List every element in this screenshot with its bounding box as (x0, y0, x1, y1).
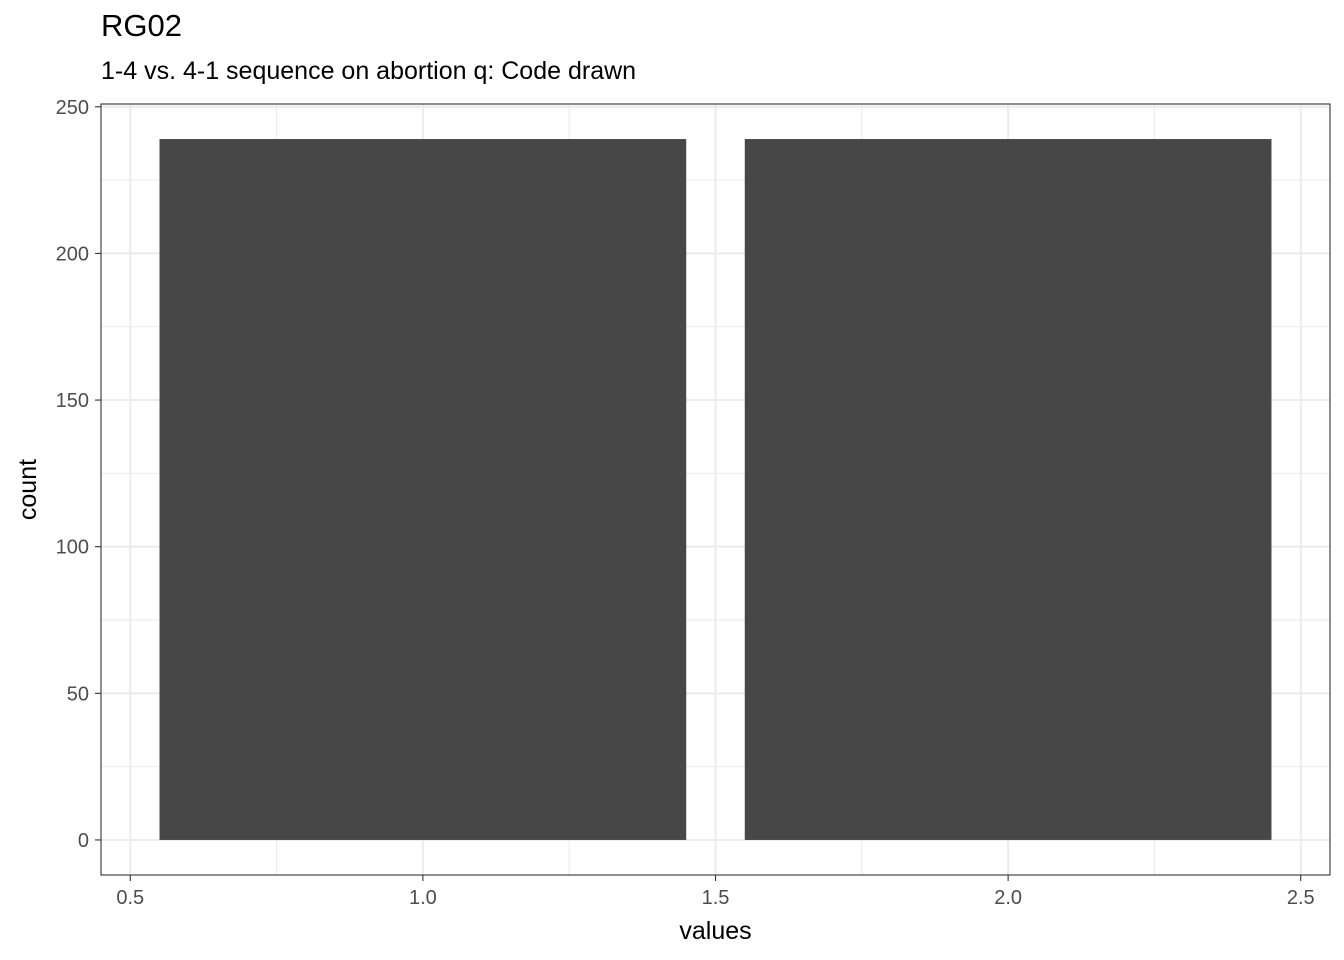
y-tick-label: 200 (56, 243, 89, 265)
y-tick-label: 0 (78, 830, 89, 852)
bar (744, 139, 1272, 840)
chart-subtitle: 1-4 vs. 4-1 sequence on abortion q: Code… (101, 57, 637, 85)
bars (159, 139, 1272, 840)
x-tick-label: 1.0 (409, 887, 437, 909)
x-axis-title: values (679, 917, 751, 945)
x-tick-label: 0.5 (116, 887, 144, 909)
bar (159, 139, 687, 840)
y-tick-label: 50 (67, 683, 89, 705)
y-tick-label: 150 (56, 390, 89, 412)
x-tick-label: 2.5 (1287, 887, 1315, 909)
y-axis-title: count (14, 459, 42, 520)
chart-title: RG02 (101, 8, 182, 43)
y-tick-label: 250 (56, 97, 89, 119)
x-tick-label: 1.5 (702, 887, 730, 909)
x-tick-label: 2.0 (994, 887, 1022, 909)
axes: 0.5 1.0 1.5 2.0 2.5 0 50 100 150 200 250 (56, 97, 1315, 909)
y-tick-label: 100 (56, 537, 89, 559)
